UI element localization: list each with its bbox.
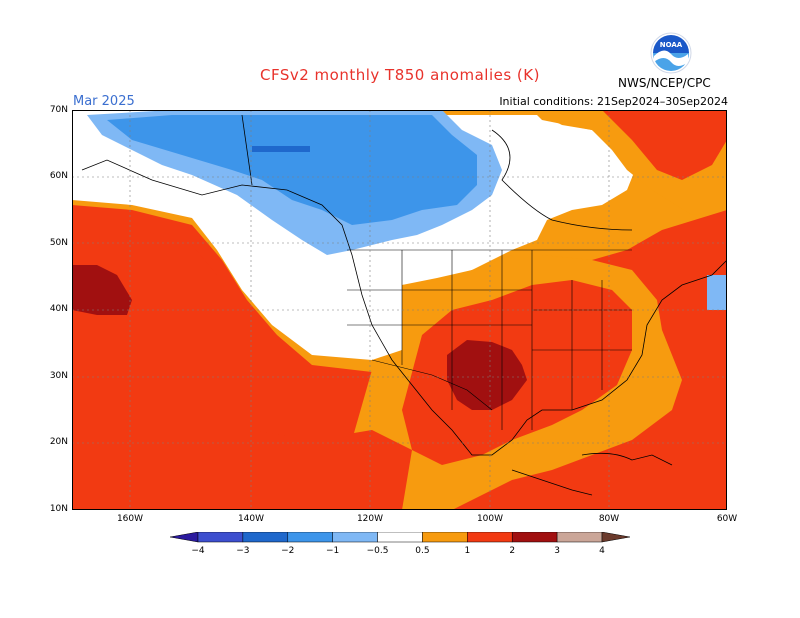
legend-label: 0.5 — [415, 546, 429, 554]
legend-arrow-low — [170, 532, 199, 543]
legend-label: −1 — [326, 546, 339, 554]
svg-text:NOAA: NOAA — [660, 41, 683, 49]
legend-swatch — [377, 532, 423, 543]
agency-label: NWS/NCEP/CPC — [618, 76, 711, 90]
legend-label: 2 — [509, 546, 515, 554]
legend-arrow-high — [601, 532, 630, 543]
legend-swatch — [467, 532, 513, 543]
lat-label-60n: 60N — [49, 171, 68, 181]
legend-label: −4 — [191, 546, 205, 554]
legend-label: 1 — [464, 546, 470, 554]
legend-label: 3 — [554, 546, 560, 554]
us-warm-strong — [447, 340, 527, 410]
cold-mid-region — [107, 115, 477, 225]
cold-core — [252, 146, 310, 152]
legend-label: −2 — [281, 546, 294, 554]
lat-label-10n: 10N — [49, 504, 68, 514]
legend-swatch — [197, 532, 244, 543]
legend-swatch — [511, 532, 558, 543]
forecast-month: Mar 2025 — [73, 94, 135, 109]
lat-label-30n: 30N — [49, 371, 68, 381]
lon-label-100w: 100W — [476, 514, 504, 524]
legend-swatch — [332, 532, 378, 543]
lat-label-70n: 70N — [49, 105, 68, 115]
coastlines — [81, 114, 727, 496]
color-bar-legend: −4 −3 −2 −1 −0.5 0.5 1 2 3 4 — [170, 532, 630, 554]
lon-label-80w: 80W — [598, 514, 620, 524]
pacific-warm-strong — [72, 265, 132, 315]
legend-label: 4 — [599, 546, 605, 554]
legend-swatch — [287, 532, 333, 543]
lat-label-20n: 20N — [49, 437, 68, 447]
lat-label-50n: 50N — [49, 238, 68, 248]
legend-swatch — [242, 532, 289, 543]
lon-label-160w: 160W — [116, 514, 144, 524]
lat-lon-grid — [72, 110, 727, 510]
noaa-logo: NOAA — [650, 32, 692, 74]
anomaly-map — [72, 110, 727, 510]
map-title: CFSv2 monthly T850 anomalies (K) — [260, 66, 540, 84]
legend-swatch — [422, 532, 468, 543]
initial-conditions: Initial conditions: 21Sep2024–30Sep2024 — [499, 95, 728, 108]
pacific-warm-mid — [72, 230, 412, 510]
legend-swatch — [556, 532, 603, 543]
lat-label-40n: 40N — [49, 304, 68, 314]
atlantic-cold-patch — [707, 275, 727, 310]
legend-label: −0.5 — [367, 546, 389, 554]
lon-label-140w: 140W — [237, 514, 265, 524]
lon-label-120w: 120W — [356, 514, 384, 524]
map-frame — [72, 110, 727, 510]
legend-label: −3 — [236, 546, 249, 554]
northeast-warm-mid — [602, 110, 727, 180]
lon-label-60w: 60W — [716, 514, 738, 524]
